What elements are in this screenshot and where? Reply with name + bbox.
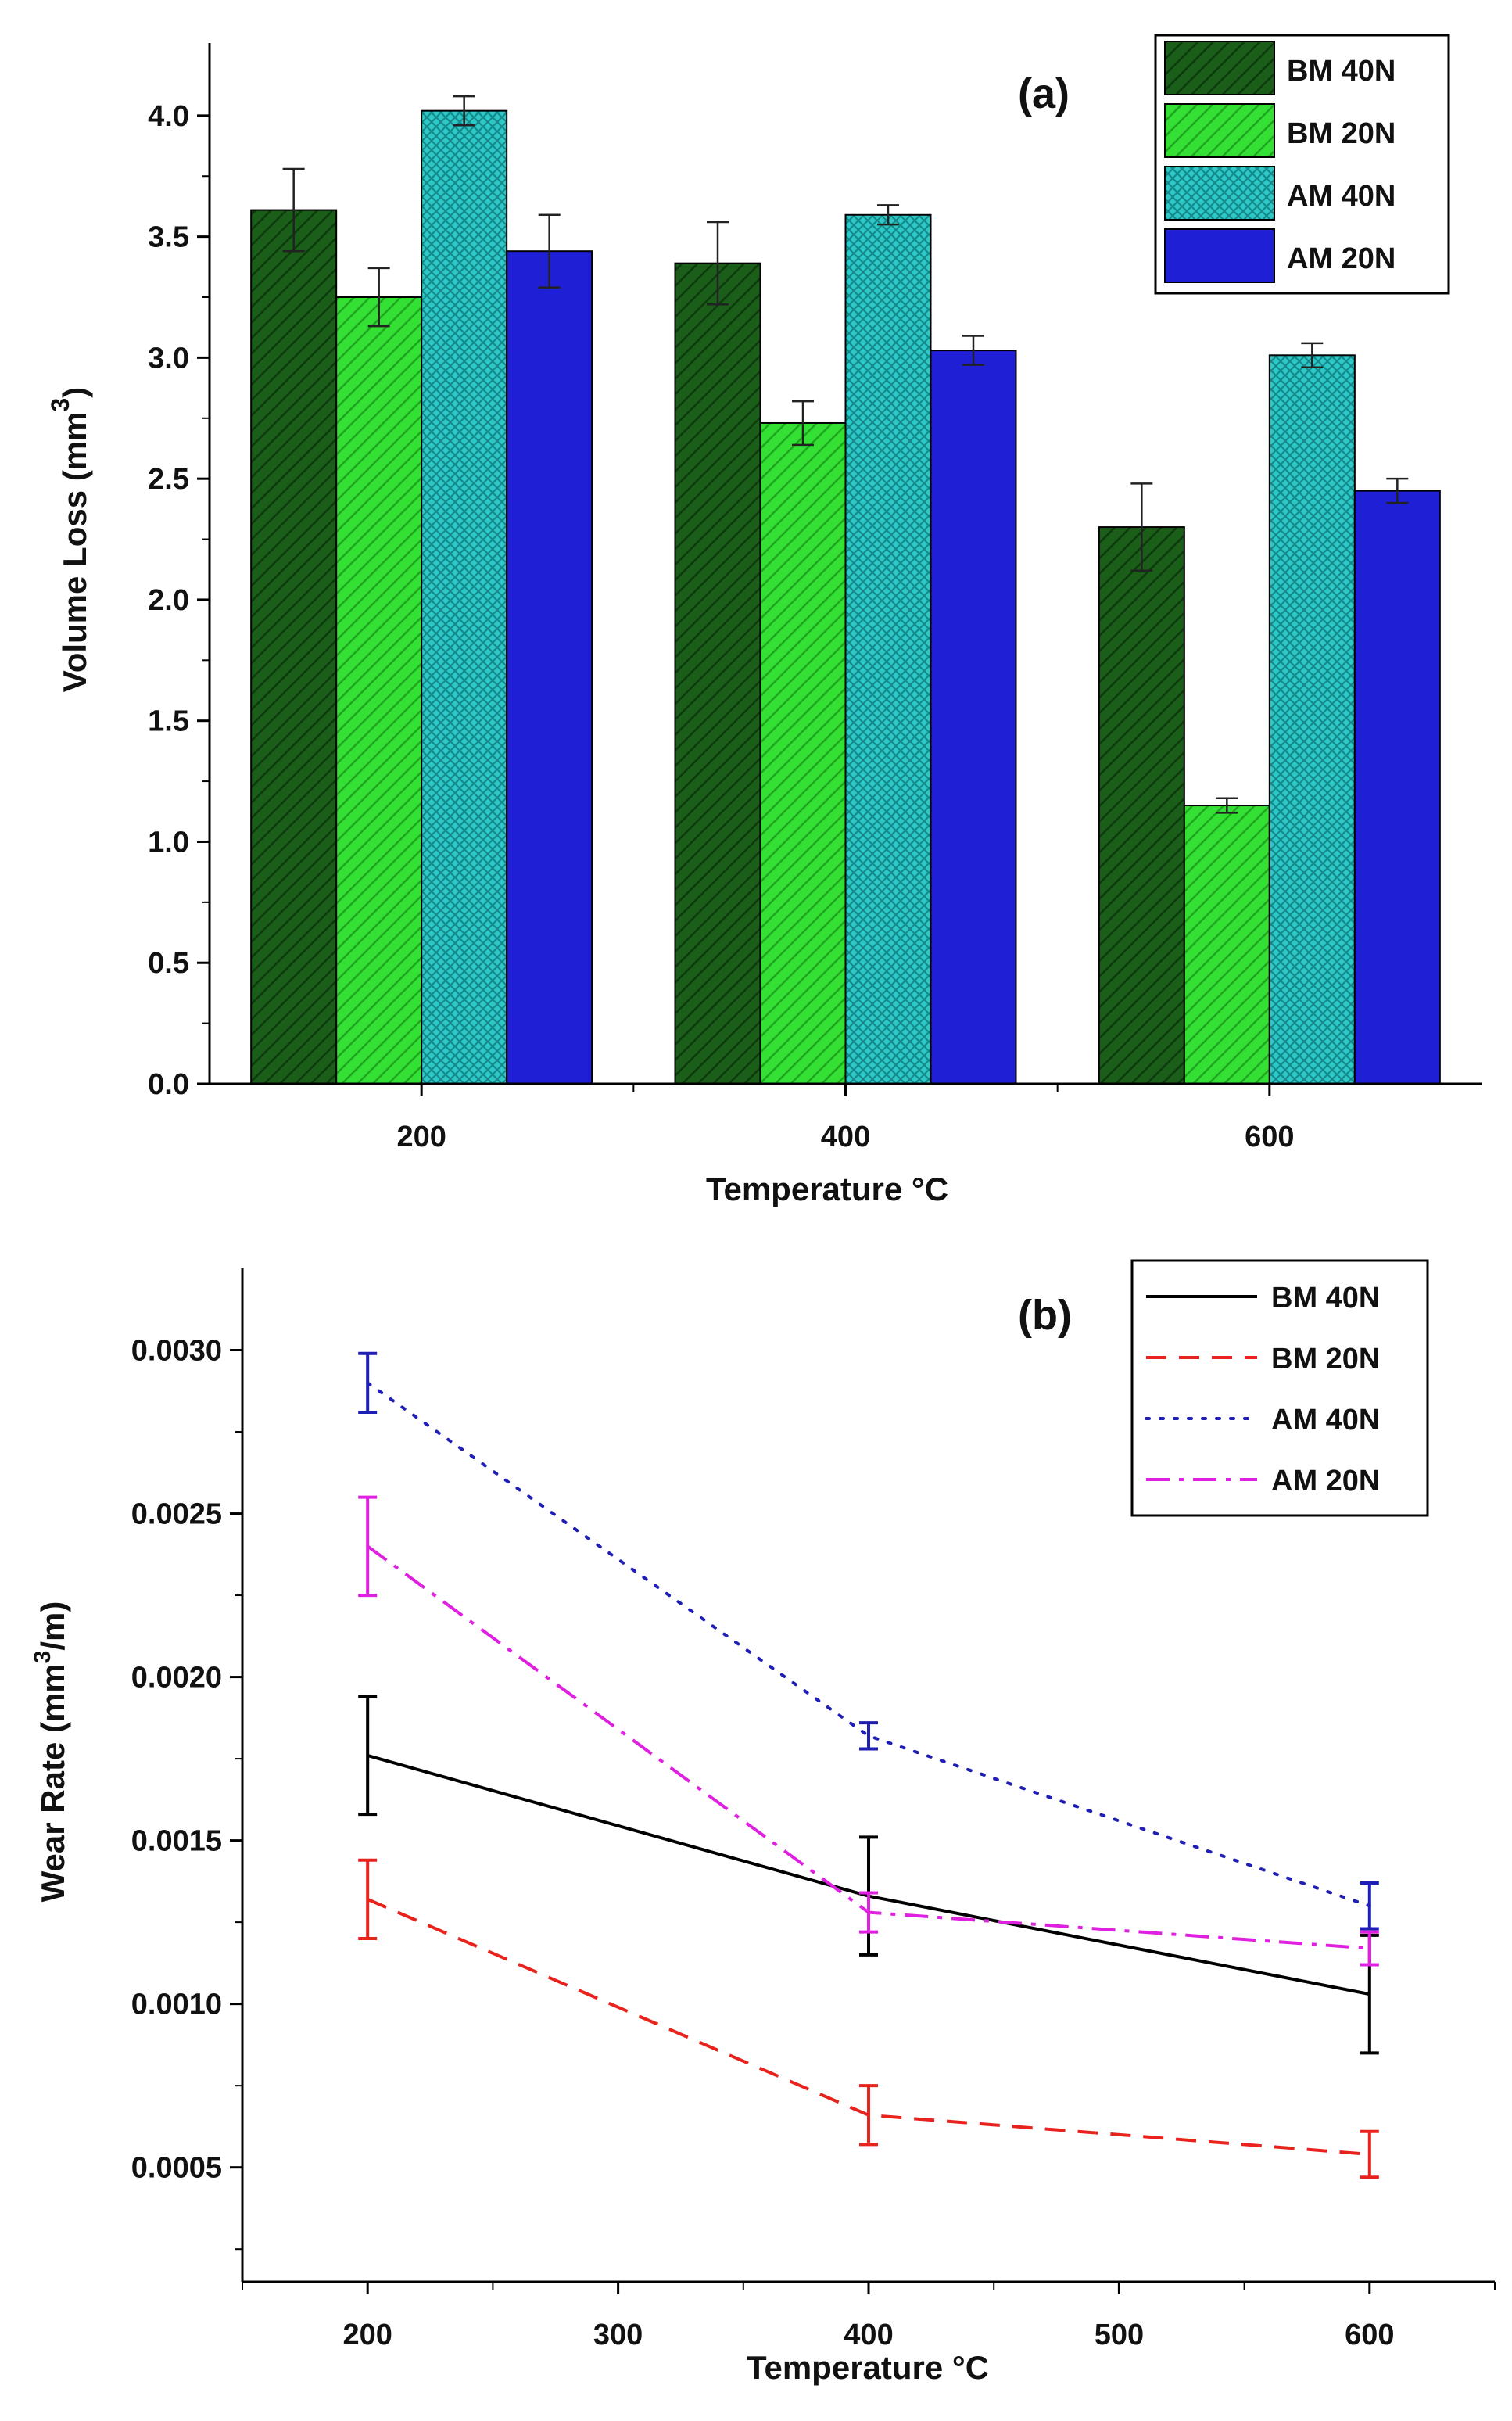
- errorbar-am-20n-600: [1360, 1930, 1379, 1967]
- bar-bm-40n-200: [250, 209, 338, 1085]
- errorbar-bm-20n-200: [367, 267, 390, 328]
- bar-am-40n-200: [421, 109, 508, 1085]
- panel-a-legend: BM 40N BM 20N AM 40N AM 20N: [1154, 34, 1450, 295]
- panel-b-ytick-label: 0.0030: [131, 1335, 222, 1368]
- panel-a-ytick-label: 4.0: [148, 100, 189, 133]
- panel-b-legend: BM 40N BM 20N AM 40N AM 20N: [1130, 1259, 1429, 1517]
- bar-bm-40n-600: [1098, 526, 1185, 1085]
- errorbar-bm-40n-400: [707, 221, 729, 306]
- panel-a-yaxis-title: Volume Loss (mm3): [46, 387, 93, 692]
- errorbar-bm-40n-200: [282, 167, 305, 253]
- errorbar-am-20n-200: [538, 213, 561, 289]
- legend-label: BM 20N: [1271, 1343, 1380, 1375]
- panel-b-xtick-label: 400: [844, 2319, 893, 2351]
- panel-a-ytick-label: 0.5: [148, 947, 189, 980]
- panel-b-legend-frame: [1130, 1259, 1429, 1517]
- panel-a-label: (a): [1018, 70, 1070, 117]
- errorbar-am-40n-200: [453, 95, 475, 127]
- panel-b-ytick-label: 0.0015: [131, 1825, 222, 1858]
- panel-a-xaxis-title: Temperature °C: [706, 1171, 948, 1207]
- legend-label: BM 20N: [1287, 117, 1396, 150]
- errorbar-am-20n-400: [859, 1891, 878, 1934]
- errorbar-am-20n-200: [358, 1495, 378, 1598]
- panel-b-xaxis-title: Temperature °C: [747, 2349, 989, 2386]
- panel-a-xtick-label: 200: [396, 1121, 446, 1153]
- legend-swatch: [1164, 166, 1275, 221]
- legend-label: AM 40N: [1287, 180, 1396, 213]
- panel-a-ytick-label: 2.5: [148, 463, 189, 496]
- panel-a-ytick-label: 1.5: [148, 705, 189, 738]
- bar-bm-20n-400: [759, 421, 847, 1085]
- errorbar-am-40n-400: [859, 1721, 878, 1751]
- legend-label: AM 20N: [1287, 242, 1396, 275]
- panel-b-xtick-label: 300: [593, 2319, 643, 2351]
- legend-swatch: [1164, 228, 1275, 283]
- panel-b-ytick-label: 0.0010: [131, 1989, 222, 2021]
- bar-am-20n-400: [930, 350, 1017, 1085]
- bar-bm-20n-200: [335, 296, 423, 1085]
- errorbar-am-20n-400: [962, 335, 984, 366]
- errorbar-am-40n-600: [1301, 342, 1324, 369]
- panel-b-line-chart: 0.0005 0.0010 0.0015 0.0020 0.0025 0.0030 200…: [30, 1259, 1496, 2386]
- errorbar-am-40n-600: [1360, 1881, 1379, 1931]
- legend-swatch: [1164, 103, 1275, 158]
- legend-swatch: [1164, 41, 1275, 95]
- panel-b-xtick-label: 500: [1095, 2319, 1144, 2351]
- bar-bm-40n-400: [674, 262, 761, 1085]
- panel-b-ytick-label: 0.0025: [131, 1498, 222, 1531]
- errorbar-bm-20n-400: [792, 400, 814, 447]
- panel-b-ytick-label: 0.0020: [131, 1662, 222, 1695]
- panel-a-ytick-label: 3.0: [148, 342, 189, 375]
- errorbar-bm-40n-600: [1130, 482, 1153, 572]
- bar-am-40n-400: [844, 213, 932, 1085]
- panel-a-ytick-label: 0.0: [148, 1068, 189, 1101]
- legend-label: AM 40N: [1271, 1404, 1380, 1436]
- errorbar-am-40n-400: [877, 204, 899, 226]
- panel-b-label: (b): [1018, 1292, 1072, 1339]
- panel-b-ytick-label: 0.0005: [131, 2152, 222, 2185]
- panel-a-xtick-label: 600: [1245, 1121, 1294, 1153]
- panel-a-ytick-label: 2.0: [148, 584, 189, 617]
- panel-b-yaxis-title: Wear Rate (mm3/m): [30, 1601, 71, 1903]
- errorbar-bm-20n-400: [859, 2084, 878, 2147]
- panel-b-xtick-label: 200: [342, 2319, 392, 2351]
- panel-a-ytick-label: 3.5: [148, 221, 189, 254]
- errorbar-bm-40n-200: [358, 1695, 378, 1817]
- legend-label: BM 40N: [1271, 1282, 1380, 1315]
- legend-label: BM 40N: [1287, 55, 1396, 88]
- bar-am-20n-200: [506, 250, 593, 1085]
- panel-a-ytick-label: 1.0: [148, 826, 189, 859]
- legend-label: AM 20N: [1271, 1465, 1380, 1497]
- errorbar-am-20n-600: [1386, 477, 1409, 504]
- bar-am-40n-600: [1268, 354, 1356, 1085]
- errorbar-bm-20n-600: [1216, 797, 1238, 814]
- panel-a-xtick-label: 400: [821, 1121, 870, 1153]
- bar-am-20n-600: [1353, 490, 1441, 1085]
- panel-a-bar-chart: 0.0 0.5 1.0 1.5 2.0 2.5 3.0 3.5 4.0 200 400 600 (a…: [46, 34, 1482, 1207]
- panel-b-xtick-label: 600: [1345, 2319, 1394, 2351]
- errorbar-am-40n-200: [358, 1351, 378, 1414]
- errorbar-bm-20n-600: [1360, 2129, 1379, 2179]
- bar-bm-20n-600: [1183, 805, 1270, 1085]
- errorbar-bm-20n-200: [358, 1858, 378, 1941]
